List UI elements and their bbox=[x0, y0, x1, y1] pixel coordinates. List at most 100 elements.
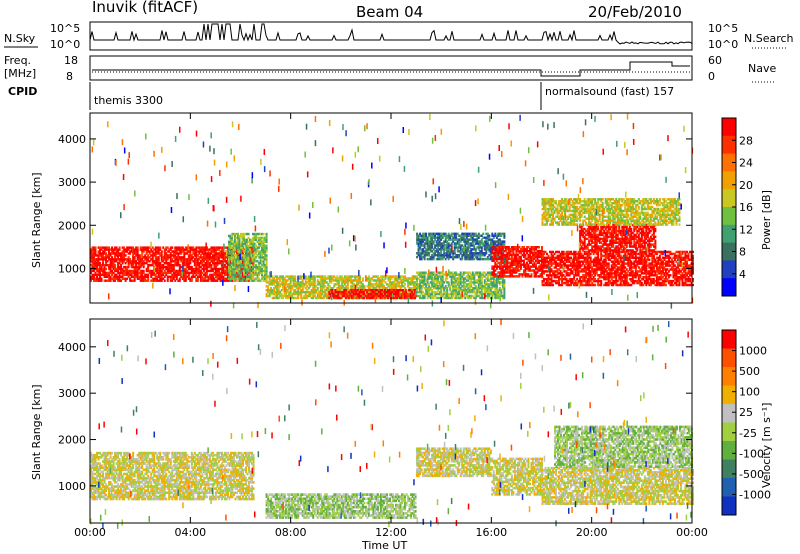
heatmap-cell bbox=[172, 256, 175, 259]
heatmap-cell bbox=[153, 248, 156, 251]
heatmap-cell bbox=[190, 254, 193, 257]
heatmap-cell bbox=[183, 277, 186, 280]
heatmap-cell bbox=[121, 269, 124, 273]
heatmap-cell bbox=[175, 250, 178, 253]
heatmap-cell bbox=[184, 258, 187, 261]
heatmap-cell bbox=[216, 260, 219, 263]
heatmap-cell bbox=[214, 273, 217, 277]
heatmap-cell bbox=[118, 273, 121, 277]
heatmap-cell bbox=[160, 265, 163, 269]
heatmap-cell bbox=[251, 261, 254, 265]
heatmap-cell bbox=[156, 260, 159, 263]
heatmap-cell bbox=[447, 281, 450, 284]
heatmap-cell bbox=[136, 252, 139, 255]
heatmap-cell bbox=[93, 277, 96, 280]
heatmap-cell bbox=[129, 269, 132, 273]
heatmap-cell bbox=[117, 252, 120, 255]
heatmap-cell bbox=[183, 260, 186, 263]
heatmap-cell bbox=[201, 261, 204, 265]
heatmap-cell bbox=[201, 271, 204, 275]
heatmap-cell bbox=[226, 248, 229, 251]
heatmap-cell bbox=[151, 250, 154, 253]
heatmap-cell bbox=[175, 246, 178, 249]
heatmap-cell bbox=[187, 250, 190, 253]
heatmap-cell bbox=[111, 260, 114, 263]
heatmap-cell bbox=[233, 271, 236, 275]
heatmap-cell bbox=[124, 273, 127, 277]
heatmap-cell bbox=[226, 246, 229, 249]
heatmap-cell bbox=[100, 256, 103, 259]
heatmap-cell bbox=[199, 246, 202, 249]
heatmap-cell bbox=[174, 263, 177, 267]
cpid-program-2: normalsound (fast) 157 bbox=[545, 85, 674, 98]
heatmap-cell bbox=[172, 277, 175, 280]
heatmap-cell bbox=[227, 234, 230, 238]
heatmap-cell bbox=[114, 254, 117, 257]
heatmap-cell bbox=[168, 265, 171, 269]
heatmap-cell bbox=[193, 261, 196, 265]
heatmap-cell bbox=[102, 271, 105, 275]
heatmap-cell bbox=[90, 256, 93, 259]
heatmap-cell bbox=[187, 254, 190, 257]
heatmap-cell bbox=[159, 267, 162, 271]
heatmap-cell bbox=[169, 265, 172, 269]
heatmap-cell bbox=[214, 246, 217, 249]
heatmap-cell bbox=[117, 256, 120, 259]
heatmap-cell bbox=[229, 234, 232, 238]
heatmap-cell bbox=[118, 261, 121, 265]
heatmap-cell bbox=[103, 258, 106, 261]
heatmap-cell bbox=[99, 254, 102, 257]
heatmap-cell bbox=[108, 263, 111, 267]
heatmap-cell bbox=[216, 279, 219, 282]
heatmap-cell bbox=[90, 254, 93, 257]
heatmap-cell bbox=[129, 260, 132, 263]
heatmap-cell bbox=[233, 260, 236, 263]
heatmap-cell bbox=[231, 248, 234, 251]
heatmap-cell bbox=[147, 267, 150, 271]
heatmap-cell bbox=[138, 258, 141, 261]
heatmap-cell bbox=[178, 265, 181, 269]
heatmap-cell bbox=[177, 273, 180, 277]
nsky-trace bbox=[89, 23, 693, 45]
heatmap-cell bbox=[174, 260, 177, 263]
heatmap-cell bbox=[195, 263, 198, 267]
heatmap-cell bbox=[136, 250, 139, 253]
heatmap-cell bbox=[201, 248, 204, 251]
heatmap-cell bbox=[184, 248, 187, 251]
heatmap-cell bbox=[180, 273, 183, 277]
heatmap-cell bbox=[163, 271, 166, 275]
heatmap-cell bbox=[112, 277, 115, 280]
heatmap-cell bbox=[139, 273, 142, 277]
heatmap-cell bbox=[193, 275, 196, 279]
heatmap-cell bbox=[186, 261, 189, 265]
heatmap-cell bbox=[232, 250, 235, 253]
heatmap-cell bbox=[142, 256, 145, 259]
heatmap-cell bbox=[174, 248, 177, 251]
heatmap-cell bbox=[214, 275, 217, 279]
heatmap-cell bbox=[130, 271, 133, 275]
heatmap-cell bbox=[114, 279, 117, 282]
heatmap-cell bbox=[190, 258, 193, 261]
freq-unit: [MHz] bbox=[4, 67, 36, 80]
heatmap-cell bbox=[103, 263, 106, 267]
heatmap-cell bbox=[144, 277, 147, 280]
heatmap-cell bbox=[96, 258, 99, 261]
heatmap-cell bbox=[91, 252, 94, 255]
heatmap-cell bbox=[139, 271, 142, 275]
heatmap-cell bbox=[153, 277, 156, 280]
heatmap-cell bbox=[109, 252, 112, 255]
heatmap-cell bbox=[210, 269, 213, 273]
heatmap-cell bbox=[156, 252, 159, 255]
heatmap-cell bbox=[156, 263, 159, 267]
heatmap-cell bbox=[189, 265, 192, 269]
heatmap-cell bbox=[169, 279, 172, 282]
heatmap-cell bbox=[219, 252, 222, 255]
heatmap-cell bbox=[227, 271, 230, 275]
heatmap-cell bbox=[159, 261, 162, 265]
heatmap-cell bbox=[227, 277, 230, 280]
heatmap-cell bbox=[204, 279, 207, 282]
heatmap-cell bbox=[252, 261, 255, 265]
heatmap-cell bbox=[230, 238, 233, 242]
heatmap-cell bbox=[552, 283, 555, 287]
heatmap-cell bbox=[225, 261, 228, 265]
